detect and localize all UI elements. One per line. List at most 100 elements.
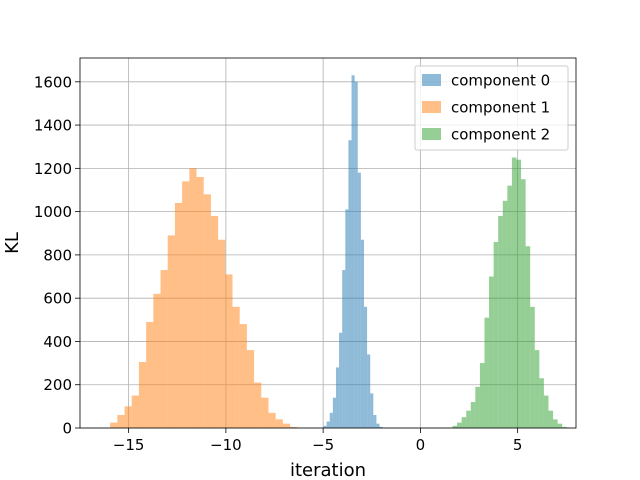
histogram-bar bbox=[376, 423, 380, 428]
histogram-bar bbox=[254, 382, 262, 428]
histogram-bar bbox=[196, 177, 204, 428]
histogram-bar bbox=[530, 306, 535, 428]
histogram-bar bbox=[452, 425, 458, 428]
histogram-bar bbox=[543, 395, 549, 428]
x-tick-label: −10 bbox=[210, 436, 242, 454]
histogram-bar bbox=[218, 239, 226, 428]
histogram-bar bbox=[138, 362, 147, 428]
histogram-bar bbox=[261, 397, 269, 428]
histogram-bar bbox=[146, 321, 154, 428]
x-tick-label: 0 bbox=[416, 436, 426, 454]
y-tick-label: 1600 bbox=[34, 73, 72, 91]
legend-label: component 1 bbox=[451, 99, 550, 117]
histogram-bar bbox=[335, 367, 340, 428]
legend-label: component 0 bbox=[451, 72, 550, 90]
histogram-bar bbox=[131, 395, 139, 428]
histogram-bar bbox=[174, 202, 183, 428]
histogram-bar bbox=[246, 350, 255, 428]
histogram-bar bbox=[275, 419, 283, 428]
histogram-bar bbox=[373, 415, 377, 428]
histogram-bar bbox=[470, 402, 476, 428]
histogram-bar bbox=[357, 172, 361, 428]
histogram-bar bbox=[539, 378, 544, 428]
x-tick-label: −15 bbox=[113, 436, 145, 454]
legend-swatch bbox=[422, 128, 441, 140]
histogram-bar bbox=[525, 246, 531, 428]
histogram-bar bbox=[182, 181, 190, 428]
histogram-bar bbox=[153, 293, 161, 428]
histogram-bar bbox=[210, 215, 219, 428]
axis-ticks: −15 −10 −5 0 5 0 200 400 600 800 1000 1200 1400 1600 bbox=[34, 73, 523, 454]
histogram-bar bbox=[160, 270, 168, 428]
x-axis-label: iteration bbox=[290, 460, 366, 480]
histogram-bar bbox=[203, 194, 211, 428]
histogram-bar bbox=[457, 422, 462, 428]
histogram-bar bbox=[516, 159, 522, 428]
histogram-bar bbox=[339, 332, 343, 428]
histogram-bar bbox=[110, 422, 118, 428]
y-tick-label: 800 bbox=[43, 246, 72, 264]
histogram-bar bbox=[511, 157, 517, 428]
legend-box bbox=[414, 65, 569, 151]
legend: component 0 component 1 component 2 bbox=[414, 65, 569, 151]
histogram-bar bbox=[466, 410, 471, 428]
histogram-bar bbox=[553, 419, 558, 428]
y-tick-label: 400 bbox=[43, 333, 72, 351]
y-tick-label: 1400 bbox=[34, 117, 72, 135]
y-tick-label: 0 bbox=[62, 420, 72, 438]
y-tick-label: 1000 bbox=[34, 203, 72, 221]
histogram-bars bbox=[110, 75, 567, 429]
histogram-bar bbox=[326, 421, 330, 428]
legend-label: component 2 bbox=[451, 126, 550, 144]
histogram-bar bbox=[167, 235, 175, 428]
histogram-bar bbox=[329, 412, 333, 428]
histogram-bar bbox=[379, 426, 383, 428]
histogram-bar bbox=[484, 317, 490, 428]
y-axis-label: KL bbox=[2, 232, 23, 254]
histogram-bar bbox=[562, 426, 567, 428]
histogram-bar bbox=[354, 81, 358, 428]
x-tick-label: −5 bbox=[312, 436, 334, 454]
histogram-bar bbox=[124, 406, 132, 428]
histogram-bar bbox=[493, 241, 499, 428]
histogram-bar bbox=[507, 185, 512, 428]
histogram-bar bbox=[557, 423, 563, 428]
histogram-bar bbox=[479, 363, 485, 428]
histogram-bar bbox=[498, 215, 503, 428]
histogram-bar bbox=[268, 412, 276, 428]
histogram-bar bbox=[489, 276, 494, 428]
histogram-bar bbox=[534, 350, 540, 428]
histogram-bar bbox=[475, 386, 480, 428]
histogram-bar bbox=[239, 324, 247, 428]
histogram-bar bbox=[363, 306, 368, 428]
series-2-bars bbox=[452, 157, 567, 428]
histogram-bar bbox=[332, 397, 336, 428]
legend-swatch bbox=[422, 74, 441, 86]
histogram-bar bbox=[521, 179, 526, 428]
series-0-bars bbox=[323, 75, 383, 429]
histogram-bar bbox=[548, 410, 554, 428]
histogram-bar bbox=[225, 274, 233, 428]
histogram-bar bbox=[290, 426, 298, 428]
histogram-bar bbox=[351, 75, 355, 429]
y-tick-label: 600 bbox=[43, 290, 72, 308]
x-tick-label: 5 bbox=[513, 436, 523, 454]
histogram-bar bbox=[348, 140, 352, 428]
histogram-bar bbox=[323, 425, 327, 428]
y-tick-label: 200 bbox=[43, 376, 72, 394]
legend-swatch bbox=[422, 101, 441, 113]
histogram-bar bbox=[117, 415, 125, 428]
histogram-bar bbox=[232, 306, 240, 428]
histogram-bar bbox=[345, 209, 349, 428]
histogram-bar bbox=[189, 168, 197, 428]
plot-frame bbox=[79, 57, 577, 429]
histogram-bar bbox=[360, 239, 364, 428]
histogram-bar bbox=[461, 417, 467, 428]
series-1-bars bbox=[110, 168, 298, 428]
histogram-bar bbox=[342, 270, 346, 428]
histogram-bar bbox=[370, 393, 374, 428]
y-tick-label: 1200 bbox=[34, 160, 72, 178]
histogram-bar bbox=[502, 200, 508, 428]
histogram-bar bbox=[367, 354, 371, 428]
